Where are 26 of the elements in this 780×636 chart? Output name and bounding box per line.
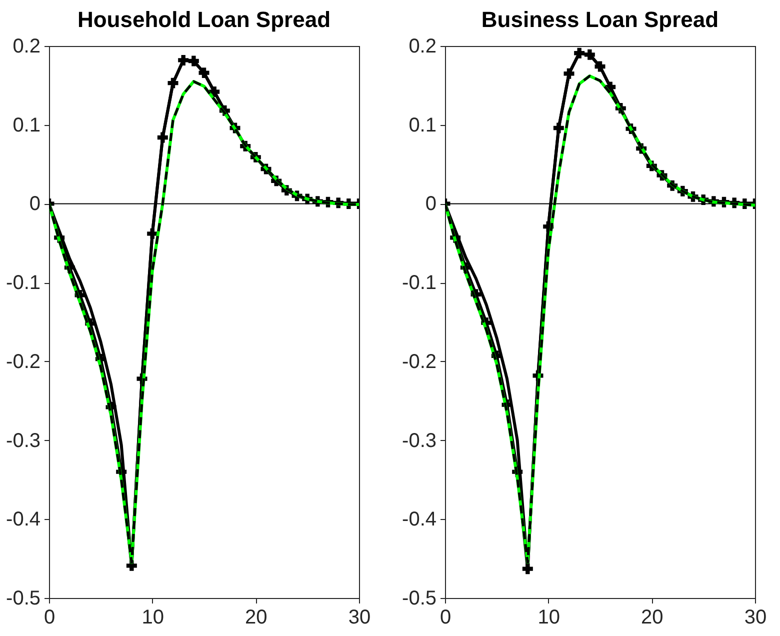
y-tick-label: 0 <box>425 193 436 216</box>
y-tick-label: -0.3 <box>6 430 40 452</box>
x-tick-label: 20 <box>641 606 664 628</box>
x-tick-label: 0 <box>44 606 56 628</box>
y-tick-label: -0.1 <box>402 272 436 294</box>
x-tick-label: 0 <box>440 606 452 628</box>
y-tick-label: -0.2 <box>402 350 436 373</box>
y-tick-label: -0.1 <box>6 272 40 294</box>
y-tick-label: -0.4 <box>402 508 436 531</box>
y-tick-label: 0 <box>29 193 40 216</box>
y-tick-label: 0.1 <box>12 114 40 136</box>
y-tick-label: 0.2 <box>408 36 436 58</box>
x-tick-label: 30 <box>744 606 767 628</box>
y-tick-label: -0.3 <box>402 430 436 452</box>
y-tick-label: 0.1 <box>408 114 436 136</box>
chart-title: Household Loan Spread <box>77 7 331 32</box>
y-tick-label: -0.2 <box>6 350 40 373</box>
x-tick-label: 10 <box>538 606 560 628</box>
x-tick-label: 10 <box>142 606 164 628</box>
x-tick-label: 20 <box>245 606 268 628</box>
chart-title: Business Loan Spread <box>481 7 719 32</box>
y-tick-label: -0.5 <box>402 588 436 610</box>
y-tick-label: 0.2 <box>12 36 40 58</box>
x-tick-label: 30 <box>348 606 371 628</box>
y-tick-label: -0.4 <box>6 508 40 531</box>
y-tick-label: -0.5 <box>6 588 40 610</box>
